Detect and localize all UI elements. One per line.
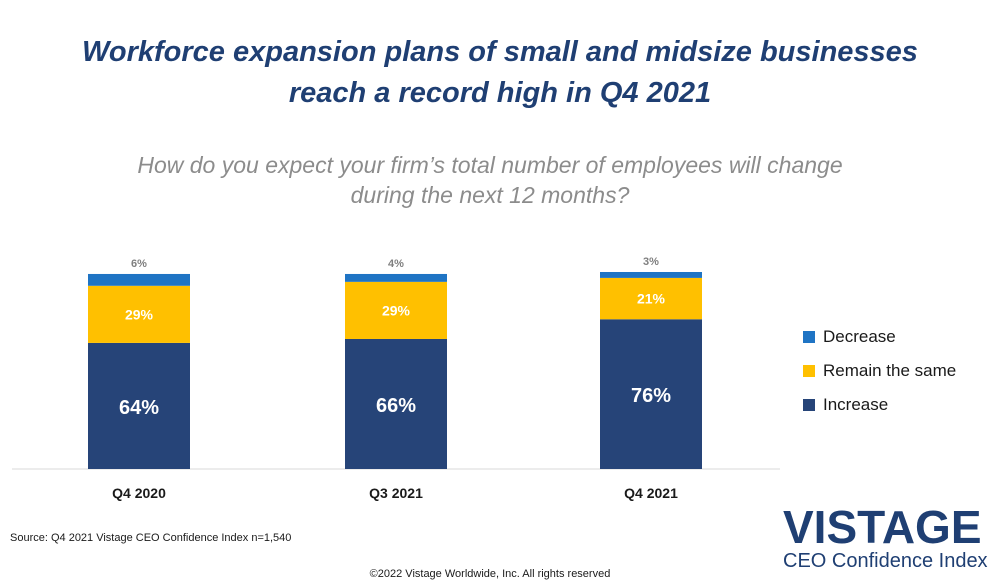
- legend-item-increase: Increase: [803, 388, 956, 422]
- chart-title-line2: reach a record high in Q4 2021: [288, 77, 712, 109]
- chart-subtitle: How do you expect your firm’s total numb…: [0, 150, 980, 210]
- data-label-decrease-q4-2021: 3%: [643, 256, 659, 268]
- data-label-increase-q3-2021: 66%: [376, 395, 416, 417]
- legend-label-decrease: Decrease: [823, 327, 896, 346]
- data-label-decrease-q3-2021: 4%: [388, 258, 404, 270]
- legend-swatch-increase: [803, 399, 815, 411]
- bar-decrease-q4-2021: [600, 272, 702, 278]
- legend-label-increase: Increase: [823, 395, 889, 414]
- chart-title: Workforce expansion plans of small and m…: [0, 32, 1000, 114]
- data-label-remain-the-same-q4-2021: 21%: [637, 291, 666, 307]
- chart-title-line1: Workforce expansion plans of small and m…: [82, 36, 918, 68]
- data-label-decrease-q4-2020: 6%: [131, 258, 147, 270]
- logo-subtitle: CEO Confidence Index: [783, 550, 988, 572]
- bar-decrease-q4-2020: [88, 273, 190, 286]
- x-tick-label-q4-2020: Q4 2020: [112, 485, 166, 501]
- bar-decrease-q3-2021: [345, 273, 447, 282]
- data-label-remain-the-same-q3-2021: 29%: [382, 302, 411, 318]
- x-tick-label-q3-2021: Q3 2021: [369, 485, 423, 501]
- bar-remain-the-same-q4-2021: [600, 277, 702, 320]
- chart-subtitle-line2: during the next 12 months?: [350, 182, 630, 208]
- vistage-logo: VISTAGE CEO Confidence Index: [783, 501, 995, 572]
- bar-remain-the-same-q3-2021: [345, 281, 447, 339]
- chart-subtitle-line1: How do you expect your firm’s total numb…: [137, 152, 843, 178]
- source-note: Source: Q4 2021 Vistage CEO Confidence I…: [10, 532, 292, 544]
- legend-swatch-remain: [803, 365, 815, 377]
- x-tick-label-q4-2021: Q4 2021: [624, 485, 678, 501]
- data-label-increase-q4-2020: 64%: [119, 397, 159, 419]
- copyright-note: ©2022 Vistage Worldwide, Inc. All rights…: [369, 568, 611, 580]
- legend-label-remain: Remain the same: [823, 361, 957, 380]
- bar-increase-q4-2020: [88, 342, 190, 469]
- data-label-increase-q4-2021: 76%: [631, 385, 671, 407]
- data-label-remain-the-same-q4-2020: 29%: [125, 306, 154, 322]
- bar-increase-q4-2021: [600, 319, 702, 469]
- logo-wordmark: VISTAGE: [783, 501, 982, 553]
- bar-remain-the-same-q4-2020: [88, 285, 190, 343]
- bar-increase-q3-2021: [345, 338, 447, 469]
- legend-item-remain: Remain the same: [803, 354, 956, 388]
- legend-item-decrease: Decrease: [803, 320, 956, 354]
- chart-legend: Decrease Remain the same Increase: [803, 320, 956, 422]
- legend-swatch-decrease: [803, 331, 815, 343]
